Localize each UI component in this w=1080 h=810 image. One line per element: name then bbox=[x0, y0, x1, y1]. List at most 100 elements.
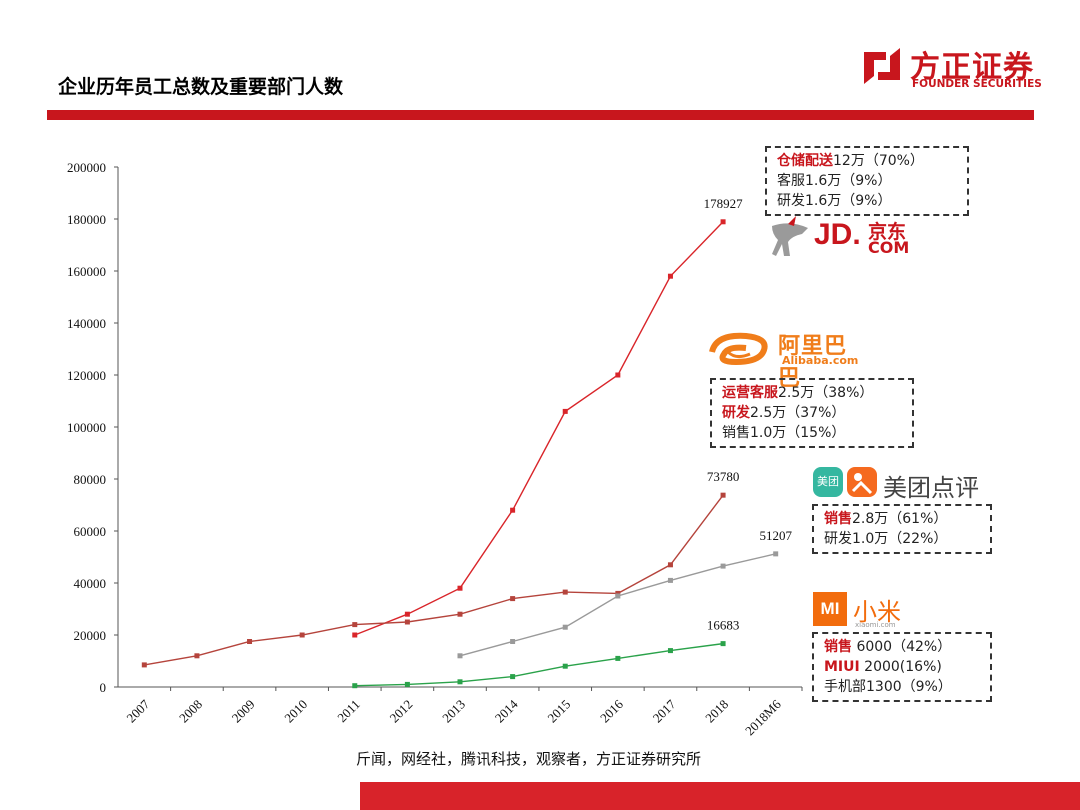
alibaba-data-point bbox=[247, 639, 253, 644]
box-line: 销售1.0万（15%） bbox=[722, 425, 846, 441]
y-tick-label: 100000 bbox=[67, 420, 106, 435]
jd-data-point bbox=[510, 507, 516, 513]
jd-data-point bbox=[352, 632, 358, 638]
meituan-data-point bbox=[510, 639, 516, 644]
xiaomi-data-point bbox=[352, 683, 358, 689]
y-tick-label: 200000 bbox=[67, 160, 106, 175]
alibaba-department-box: 运营客服2.5万（38%） 研发2.5万（37%） 销售1.0万（15%） bbox=[710, 378, 914, 448]
xiaomi-data-point bbox=[562, 663, 568, 669]
xiaomi-department-box: 销售 6000（42%） MIUI 2000(16%) 手机部1300（9%） bbox=[812, 632, 992, 702]
y-tick-label: 20000 bbox=[74, 628, 107, 643]
box-line: 研发1.6万（9%） bbox=[777, 193, 892, 209]
jd-logo: JD. 京东 COM bbox=[768, 216, 918, 260]
alibaba-series-line bbox=[144, 494, 724, 666]
alibaba-data-point bbox=[457, 611, 463, 617]
box-line: 研发2.5万（37%） bbox=[722, 405, 846, 421]
alibaba-data-point bbox=[720, 492, 726, 498]
alibaba-data-point bbox=[510, 596, 516, 602]
xiaomi-data-point bbox=[720, 641, 726, 647]
xiaomi-data-point bbox=[615, 655, 621, 661]
x-tick-label: 2018 bbox=[702, 697, 731, 726]
meituan-data-point bbox=[457, 653, 463, 659]
page-title: 企业历年员工总数及重要部门人数 bbox=[58, 76, 344, 98]
box-line: MIUI 2000(16%) bbox=[824, 659, 942, 675]
meituan-end-label: 51207 bbox=[759, 528, 792, 543]
y-tick-label: 80000 bbox=[74, 472, 107, 487]
x-tick-label: 2010 bbox=[281, 697, 310, 726]
founder-logo-mark-icon bbox=[864, 48, 900, 84]
meituan-badge-icon: 美团 bbox=[813, 467, 843, 497]
alibaba-data-point bbox=[194, 653, 200, 659]
jd-data-point bbox=[457, 585, 463, 591]
jd-data-point bbox=[615, 372, 621, 378]
xiaomi-logo-url: xiaomi.com bbox=[855, 621, 896, 629]
x-tick-label: 2012 bbox=[387, 697, 416, 726]
alibaba-data-point bbox=[667, 562, 673, 568]
jd-series-line bbox=[354, 221, 724, 636]
y-tick-label: 140000 bbox=[67, 316, 106, 331]
meituan-data-point bbox=[720, 563, 726, 569]
xiaomi-mi-icon: MI bbox=[813, 592, 847, 626]
jd-logo-sub: COM bbox=[868, 238, 910, 257]
y-tick-label: 160000 bbox=[67, 264, 106, 279]
logo-name-cn: 方正证券 bbox=[910, 50, 1034, 85]
jd-logo-text: JD. bbox=[814, 218, 861, 251]
jd-department-box: 仓储配送12万（70%） 客服1.6万（9%） 研发1.6万（9%） bbox=[765, 146, 969, 216]
jd-data-point bbox=[562, 408, 568, 414]
logo-name-en: FOUNDER SECURITIES bbox=[912, 78, 1042, 90]
founder-securities-logo: 方正证券 FOUNDER SECURITIES bbox=[862, 44, 1052, 94]
meituan-logo: 美团 美团点评 bbox=[813, 466, 993, 502]
meituan-series-line bbox=[459, 553, 776, 657]
x-tick-label: 2011 bbox=[334, 697, 363, 726]
footer-bar bbox=[360, 782, 1080, 810]
alibaba-data-point bbox=[404, 619, 410, 625]
box-line: 客服1.6万（9%） bbox=[777, 173, 892, 189]
alibaba-logo-en: Alibaba.com bbox=[782, 354, 859, 367]
x-tick-label: 2014 bbox=[492, 696, 521, 725]
x-tick-label: 2008 bbox=[176, 697, 205, 726]
x-tick-label: 2015 bbox=[544, 697, 573, 726]
x-tick-label: 2007 bbox=[123, 696, 152, 725]
xiaomi-logo-cn: 小米 bbox=[853, 598, 901, 626]
xiaomi-series-line bbox=[354, 642, 724, 687]
alibaba-data-point bbox=[352, 622, 358, 628]
meituan-data-point bbox=[667, 577, 673, 583]
xiaomi-data-point bbox=[457, 679, 463, 685]
meituan-logo-cn: 美团点评 bbox=[883, 474, 979, 502]
meituan-data-point bbox=[562, 624, 568, 630]
alibaba-logo-cn: 阿里巴巴 bbox=[778, 334, 848, 391]
source-note: 斤闻，网经社，腾讯科技，观察者，方正证券研究所 bbox=[356, 750, 702, 768]
xiaomi-data-point bbox=[667, 648, 673, 654]
alibaba-logo: 阿里巴巴 Alibaba.com bbox=[706, 328, 866, 391]
y-tick-label: 180000 bbox=[67, 212, 106, 227]
y-tick-label: 60000 bbox=[74, 524, 107, 539]
alibaba-data-point bbox=[299, 632, 305, 638]
xiaomi-end-label: 16683 bbox=[707, 618, 740, 633]
alibaba-data-point bbox=[562, 589, 568, 595]
dianping-icon bbox=[847, 467, 877, 497]
x-tick-label: 2013 bbox=[439, 697, 468, 726]
alibaba-data-point bbox=[141, 662, 147, 668]
meituan-data-point bbox=[615, 593, 621, 599]
x-tick-label: 2016 bbox=[597, 696, 626, 725]
box-line: 销售 6000（42%） bbox=[824, 639, 952, 655]
box-line: 仓储配送12万（70%） bbox=[777, 153, 924, 169]
y-tick-label: 120000 bbox=[67, 368, 106, 383]
alibaba-smile-icon bbox=[709, 332, 768, 366]
header-divider-bar bbox=[47, 110, 1034, 120]
x-tick-label: 2017 bbox=[650, 696, 679, 725]
xiaomi-logo: MI 小米 xiaomi.com bbox=[813, 592, 913, 632]
box-line: 手机部1300（9%） bbox=[824, 679, 952, 695]
box-line: 研发1.0万（22%） bbox=[824, 531, 948, 547]
meituan-data-point bbox=[773, 551, 779, 557]
box-line: 销售2.8万（61%） bbox=[824, 511, 948, 527]
alibaba-data-point bbox=[615, 590, 621, 596]
jd-end-label: 178927 bbox=[704, 196, 744, 211]
jd-logo-cn: 京东 bbox=[868, 221, 907, 243]
meituan-department-box: 销售2.8万（61%） 研发1.0万（22%） bbox=[812, 504, 992, 554]
y-tick-label: 0 bbox=[100, 680, 107, 695]
box-line: 运营客服2.5万（38%） bbox=[722, 385, 874, 401]
jd-data-point bbox=[720, 219, 726, 225]
jd-data-point bbox=[667, 273, 673, 279]
